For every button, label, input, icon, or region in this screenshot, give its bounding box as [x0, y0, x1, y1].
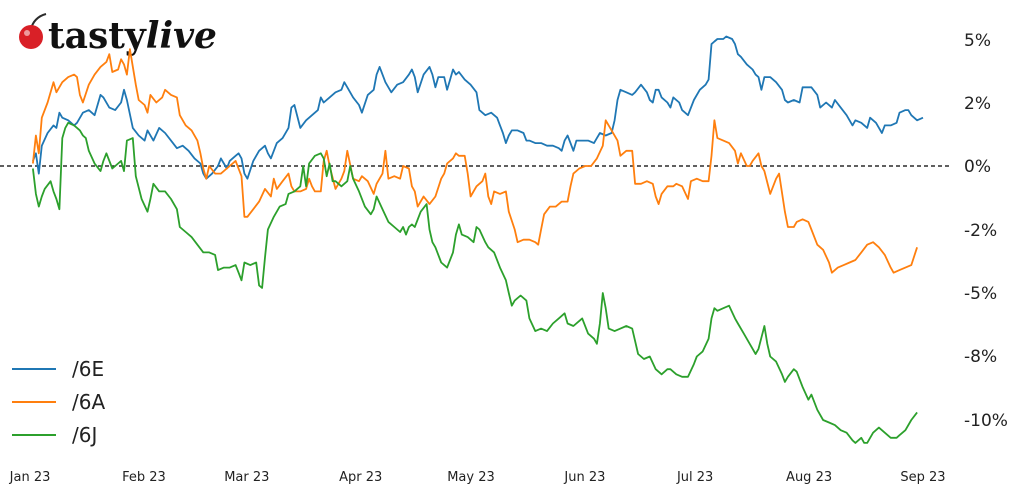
y-tick-label: 0%	[964, 157, 991, 177]
series-line-1	[32, 48, 918, 274]
y-tick-label: 5%	[964, 31, 991, 51]
x-tick-label: Jun 23	[563, 470, 605, 485]
cherry-icon	[19, 13, 47, 49]
series-line-0	[32, 35, 924, 180]
brand-wordmark: tastylive	[48, 15, 217, 57]
x-tick-label: Mar 23	[224, 470, 269, 485]
brand-wordmark-italic: live	[146, 15, 217, 57]
brand-wordmark-regular: tasty	[48, 15, 147, 57]
y-tick-label: -10%	[964, 411, 1008, 431]
chart-legend: /6E/6A/6J	[12, 357, 105, 447]
legend-label: /6E	[72, 357, 104, 381]
x-axis-ticks: Jan 23 Feb 23 Mar 23 Apr 23 May 23 Jun 23 Jul …	[9, 470, 946, 485]
x-tick-label: Aug 23	[786, 470, 832, 485]
x-tick-label: Feb 23	[122, 470, 166, 485]
y-tick-label: -5%	[964, 284, 997, 304]
x-tick-label: Jul 23	[676, 470, 713, 485]
y-axis-ticks: 5% 2% 0% -2% -5% -8% -10%	[964, 31, 1008, 431]
x-tick-label: Sep 23	[900, 470, 945, 485]
series-line-2	[32, 121, 918, 444]
series-layer	[32, 35, 924, 444]
legend-label: /6A	[72, 390, 105, 414]
y-tick-label: -8%	[964, 347, 997, 367]
x-tick-label: May 23	[447, 470, 495, 485]
y-tick-label: -2%	[964, 221, 997, 241]
x-tick-label: Jan 23	[9, 470, 51, 485]
legend-label: /6J	[72, 423, 97, 447]
x-tick-label: Apr 23	[339, 470, 382, 485]
brand-logo: tastylive	[19, 13, 217, 57]
y-tick-label: 2%	[964, 94, 991, 114]
